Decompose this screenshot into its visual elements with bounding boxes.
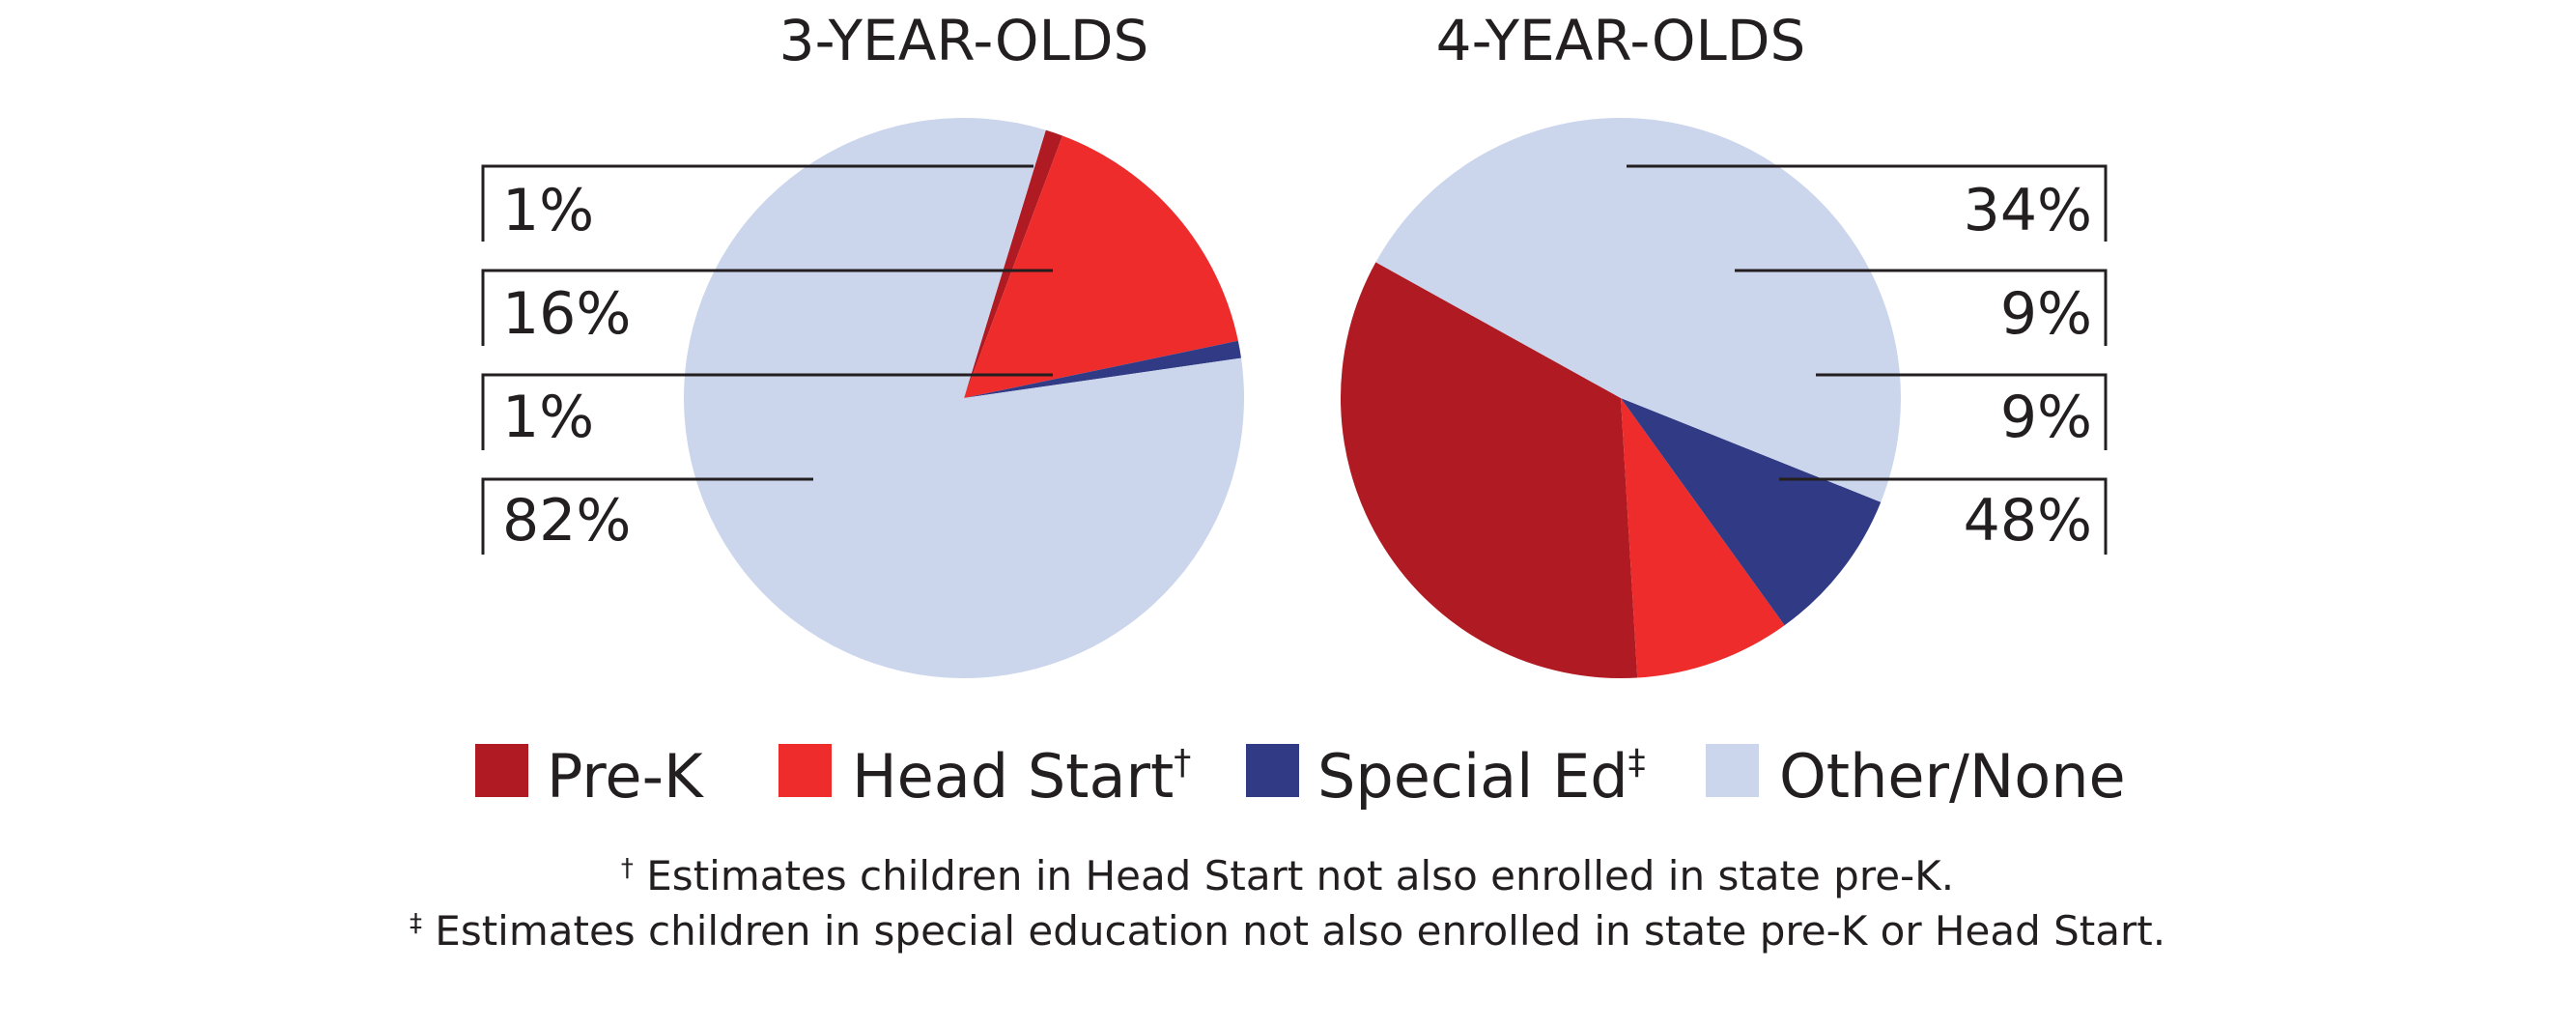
legend-swatch-prek	[475, 744, 528, 797]
pct-label-4yo-other: 48%	[1964, 487, 2092, 555]
pie-3yo-slice-prek	[964, 129, 1063, 399]
callout-3yo-prek	[481, 164, 1033, 242]
callout-4yo-specialed	[1816, 373, 2108, 450]
pie-4yo	[1341, 118, 1901, 679]
footnote-head-start: † Estimates children in Head Start not a…	[621, 852, 1954, 899]
legend-label-prek: Pre-K	[547, 741, 704, 812]
pct-label-3yo-other: 82%	[502, 487, 631, 555]
pct-label-4yo-headstart: 9%	[2000, 280, 2092, 348]
chart-title-3yo: 3-YEAR-OLDS	[779, 8, 1149, 73]
pie-3yo-slice-other	[684, 117, 1245, 678]
pie-4yo-slice-specialed	[1621, 398, 1882, 626]
callout-3yo-other	[481, 477, 813, 555]
callouts-3yo	[481, 164, 1053, 555]
legend-label-other: Other/None	[1779, 741, 2126, 812]
legend-swatch-specialed	[1246, 744, 1299, 797]
pie-4yo-slice-other	[1375, 118, 1901, 502]
callout-4yo-prek	[1627, 164, 2108, 242]
callouts-4yo	[1627, 164, 2108, 555]
pie-3yo	[684, 117, 1245, 678]
pie-3yo-slice-specialed	[964, 340, 1242, 398]
pct-label-4yo-prek: 34%	[1964, 177, 2092, 244]
legend-swatch-other	[1706, 744, 1759, 797]
callout-4yo-other	[1779, 477, 2108, 555]
pie-3yo-slice-headstart	[964, 135, 1238, 399]
pie-4yo-slice-headstart	[1621, 398, 1785, 678]
pct-label-3yo-headstart: 16%	[502, 280, 631, 348]
pct-label-3yo-specialed: 1%	[502, 384, 594, 451]
pct-label-3yo-prek: 1%	[502, 177, 594, 244]
legend-label-specialed: Special Ed‡	[1317, 741, 1646, 812]
footnote-special-ed: ‡ Estimates children in special educatio…	[410, 907, 2166, 955]
pct-label-4yo-specialed: 9%	[2000, 384, 2092, 451]
legend-label-headstart: Head Start†	[852, 741, 1191, 812]
callout-4yo-headstart	[1735, 269, 2108, 346]
callout-3yo-headstart	[481, 269, 1053, 346]
callout-3yo-specialed	[481, 373, 1053, 450]
chart-title-4yo: 4-YEAR-OLDS	[1436, 8, 1806, 73]
legend-swatch-headstart	[778, 744, 832, 797]
pie-4yo-slice-prek	[1341, 262, 1638, 679]
